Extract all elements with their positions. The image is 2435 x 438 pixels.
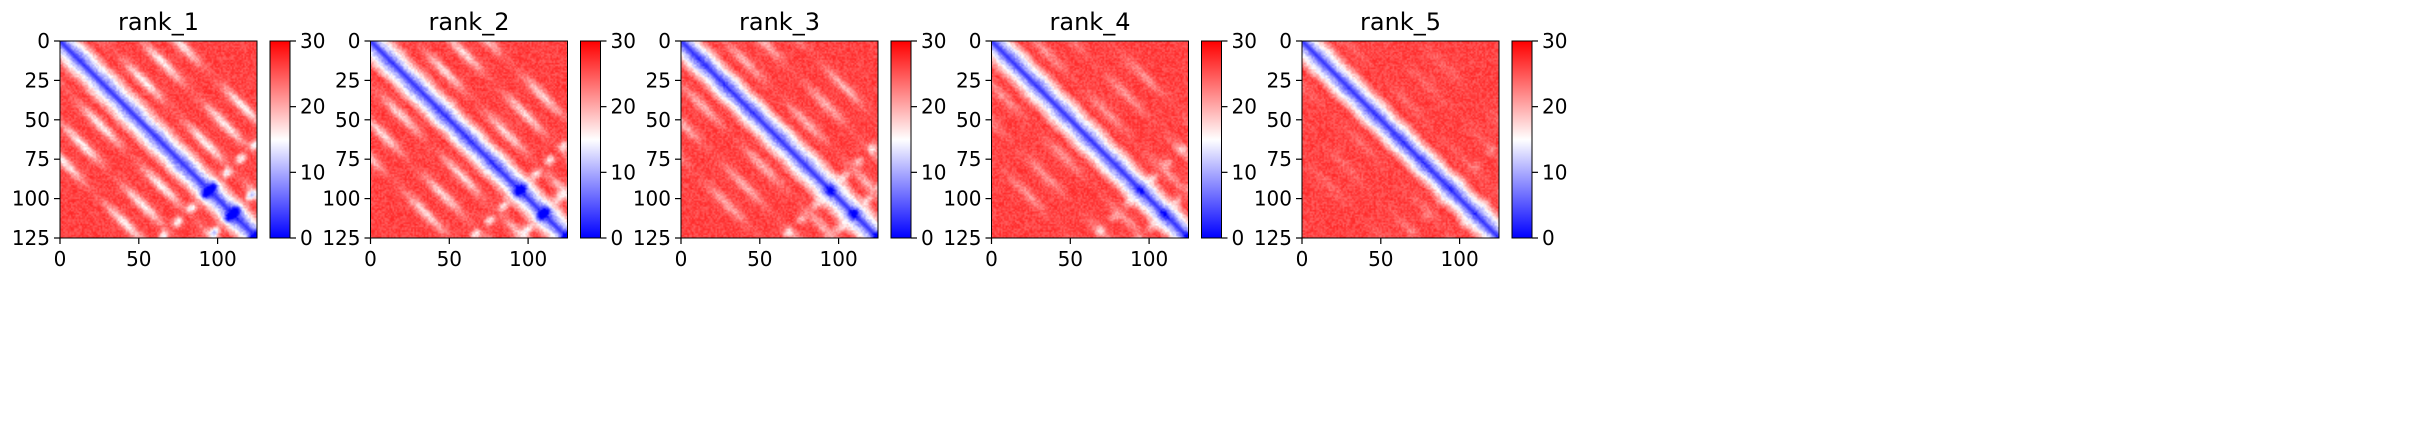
colorbar-tick-label: 10: [1232, 160, 1257, 184]
x-tick-label: 50: [437, 247, 462, 271]
y-tick-label: 50: [1267, 108, 1292, 132]
y-tick-label: 100: [943, 187, 981, 211]
colorbar-tick-label: 10: [611, 160, 636, 184]
heatmap-frame: [370, 40, 568, 239]
colorbar-tick-label: 30: [611, 29, 636, 53]
y-tick-label: 25: [956, 68, 981, 92]
panel-title: rank_1: [118, 8, 199, 36]
y-tick-label: 125: [943, 226, 981, 250]
y-tick-label: 75: [1267, 147, 1292, 171]
y-tick-label: 100: [1254, 187, 1292, 211]
colorbar-tick-label: 10: [921, 160, 946, 184]
y-tick-label: 125: [12, 226, 50, 250]
colorbar-tick-label: 0: [300, 226, 313, 250]
colorbar-tick-label: 10: [1542, 160, 1567, 184]
colorbar-tick-label: 30: [300, 29, 325, 53]
x-tick-label: 100: [820, 247, 858, 271]
y-tick-label: 25: [25, 68, 50, 92]
colorbar: [1511, 40, 1533, 239]
heatmap-image: [681, 41, 878, 238]
x-tick-label: 0: [1296, 247, 1309, 271]
x-tick-label: 0: [675, 247, 688, 271]
y-tick-label: 125: [322, 226, 360, 250]
colorbar: [890, 40, 912, 239]
y-tick-label: 25: [335, 68, 360, 92]
colorbar-tick-label: 20: [1542, 95, 1567, 119]
colorbar-tick-label: 30: [921, 29, 946, 53]
panel-title: rank_3: [739, 8, 820, 36]
colorbar-tick-label: 30: [1232, 29, 1257, 53]
heatmap-image: [1302, 41, 1499, 238]
y-tick-label: 50: [956, 108, 981, 132]
y-tick-label: 0: [37, 29, 50, 53]
y-tick-label: 100: [633, 187, 671, 211]
x-tick-label: 50: [747, 247, 772, 271]
panel-title: rank_2: [429, 8, 510, 36]
panel-title: rank_4: [1050, 8, 1131, 36]
y-tick-label: 0: [348, 29, 361, 53]
x-tick-label: 100: [199, 247, 237, 271]
colorbar-tick-label: 0: [1542, 226, 1555, 250]
x-tick-label: 100: [509, 247, 547, 271]
x-tick-label: 0: [985, 247, 998, 271]
y-tick-label: 25: [1267, 68, 1292, 92]
colorbar-tick-label: 30: [1542, 29, 1567, 53]
heatmap-image: [60, 41, 257, 238]
x-tick-label: 0: [364, 247, 377, 271]
y-tick-label: 75: [25, 147, 50, 171]
colorbar-tick-label: 0: [611, 226, 624, 250]
heatmap-frame: [680, 40, 879, 239]
y-tick-label: 75: [956, 147, 981, 171]
x-tick-label: 0: [54, 247, 67, 271]
heatmap-frame: [59, 40, 258, 239]
y-tick-label: 50: [335, 108, 360, 132]
y-tick-label: 50: [646, 108, 671, 132]
colorbar-tick-label: 20: [611, 95, 636, 119]
y-tick-label: 125: [633, 226, 671, 250]
colorbar-tick-label: 0: [1232, 226, 1245, 250]
y-tick-label: 100: [12, 187, 50, 211]
colorbar: [1201, 40, 1222, 239]
heatmap-frame: [991, 40, 1189, 239]
heatmap-image: [370, 41, 568, 238]
y-tick-label: 0: [969, 29, 982, 53]
heatmap-frame: [1301, 40, 1500, 239]
colorbar-tick-label: 20: [921, 95, 946, 119]
y-tick-label: 75: [646, 147, 671, 171]
y-tick-label: 50: [25, 108, 50, 132]
colorbar-tick-label: 10: [300, 160, 325, 184]
y-tick-label: 100: [322, 187, 360, 211]
y-tick-label: 0: [658, 29, 671, 53]
x-tick-label: 50: [1058, 247, 1083, 271]
colorbar-tick-label: 20: [1232, 95, 1257, 119]
x-tick-label: 50: [1368, 247, 1393, 271]
heatmap-image: [991, 41, 1189, 238]
colorbar-tick-label: 0: [921, 226, 934, 250]
y-tick-label: 75: [335, 147, 360, 171]
y-tick-label: 125: [1254, 226, 1292, 250]
y-tick-label: 25: [646, 68, 671, 92]
panel-title: rank_5: [1360, 8, 1441, 36]
colorbar-tick-label: 20: [300, 95, 325, 119]
colorbar: [269, 40, 291, 239]
x-tick-label: 100: [1441, 247, 1479, 271]
colorbar: [580, 40, 601, 239]
x-tick-label: 100: [1130, 247, 1168, 271]
x-tick-label: 50: [126, 247, 151, 271]
y-tick-label: 0: [1279, 29, 1292, 53]
